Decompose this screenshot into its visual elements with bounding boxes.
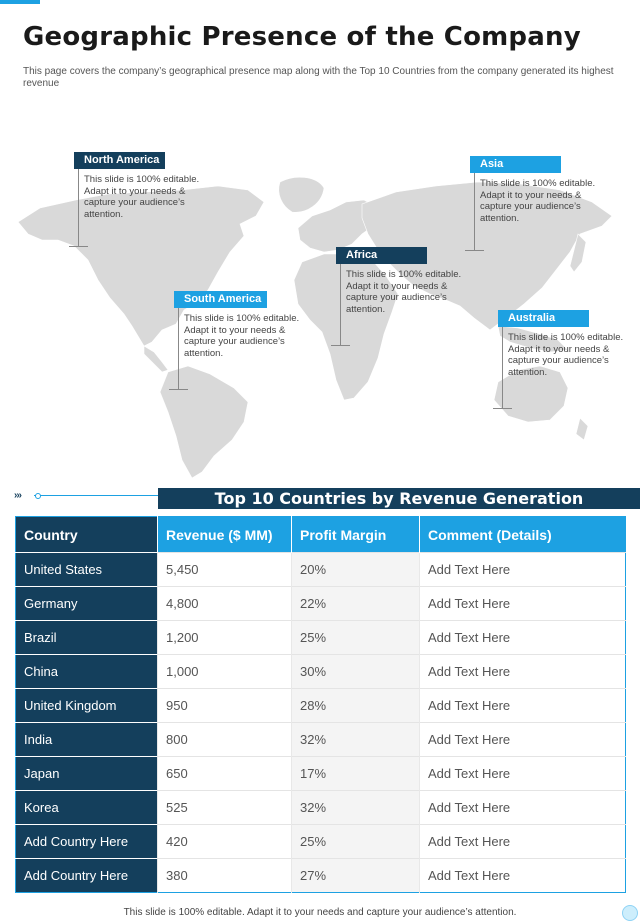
map-new-zealand [575,417,589,441]
region-description: This slide is 100% editable. Adapt it to… [184,313,300,359]
table-row: Add Country Here 420 25% Add Text Here [15,824,626,859]
region-description: This slide is 100% editable. Adapt it to… [84,174,200,220]
cell-comment: Add Text Here [419,654,626,689]
corner-circle-icon [622,905,638,921]
table-row: Germany 4,800 22% Add Text Here [15,586,626,621]
cell-revenue: 4,800 [157,586,292,621]
callout-leader-line [69,169,88,247]
region-description: This slide is 100% editable. Adapt it to… [480,178,596,224]
region-description: This slide is 100% editable. Adapt it to… [508,332,624,378]
cell-profit-margin: 25% [291,620,420,655]
cell-revenue: 525 [157,790,292,825]
cell-profit-margin: 25% [291,824,420,859]
region-description: This slide is 100% editable. Adapt it to… [346,269,462,315]
cell-comment: Add Text Here [419,756,626,791]
cell-country: United Kingdom [15,688,158,723]
header-comment: Comment (Details) [419,516,626,553]
callout-leader-line [493,327,512,409]
cell-revenue: 380 [157,858,292,893]
cell-profit-margin: 30% [291,654,420,689]
cell-profit-margin: 27% [291,858,420,893]
callout-leader-line [465,173,484,251]
cell-revenue: 650 [157,756,292,791]
cell-revenue: 950 [157,688,292,723]
table-row: United States 5,450 20% Add Text Here [15,552,626,587]
region-label-africa: Africa [336,247,427,264]
region-label-south-america: South America [174,291,267,308]
cell-country: Add Country Here [15,858,158,893]
cell-comment: Add Text Here [419,552,626,587]
header-country: Country [15,516,158,553]
cell-country: Japan [15,756,158,791]
table-row: United Kingdom 950 28% Add Text Here [15,688,626,723]
cell-revenue: 1,000 [157,654,292,689]
header-revenue: Revenue ($ MM) [157,516,292,553]
cell-comment: Add Text Here [419,620,626,655]
map-greenland [278,176,325,213]
table-row: Add Country Here 380 27% Add Text Here [15,858,626,893]
page-title: Geographic Presence of the Company [23,22,581,52]
cell-country: Germany [15,586,158,621]
cell-comment: Add Text Here [419,790,626,825]
cell-country: Add Country Here [15,824,158,859]
map-japan [569,233,587,273]
cell-comment: Add Text Here [419,688,626,723]
cell-country: China [15,654,158,689]
cell-comment: Add Text Here [419,824,626,859]
map-australia [493,365,569,423]
map-southeast-asia [497,325,569,353]
callout-leader-line [331,264,350,346]
cell-revenue: 800 [157,722,292,757]
circle-icon [35,493,41,499]
callout-asia: Asia This slide is 100% editable. Adapt … [465,156,610,254]
cell-profit-margin: 20% [291,552,420,587]
cell-profit-margin: 22% [291,586,420,621]
cell-profit-margin: 32% [291,790,420,825]
cell-comment: Add Text Here [419,722,626,757]
table-row: Brazil 1,200 25% Add Text Here [15,620,626,655]
cell-revenue: 5,450 [157,552,292,587]
cell-profit-margin: 32% [291,722,420,757]
table-row: India 800 32% Add Text Here [15,722,626,757]
region-label-asia: Asia [470,156,561,173]
page-subtitle: This page covers the company’s geographi… [23,66,614,89]
table-row: Japan 650 17% Add Text Here [15,756,626,791]
cell-profit-margin: 17% [291,756,420,791]
region-label-north-america: North America [74,152,165,169]
callout-north-america: North America This slide is 100% editabl… [69,152,204,250]
top-accent-bar [0,0,40,4]
callout-africa: Africa This slide is 100% editable. Adap… [331,247,466,349]
callout-australia: Australia This slide is 100% editable. A… [493,310,628,409]
footer-note: This slide is 100% editable. Adapt it to… [123,907,517,918]
header-profit-margin: Profit Margin [291,516,420,553]
callout-leader-line [169,308,188,390]
section-divider [34,495,158,496]
region-label-australia: Australia [498,310,589,327]
callout-south-america: South America This slide is 100% editabl… [169,291,304,390]
map-central-america [143,345,169,373]
section-title: Top 10 Countries by Revenue Generation [158,488,640,509]
cell-profit-margin: 28% [291,688,420,723]
cell-comment: Add Text Here [419,858,626,893]
map-asia [361,181,613,331]
cell-revenue: 420 [157,824,292,859]
cell-revenue: 1,200 [157,620,292,655]
table-row: Korea 525 32% Add Text Here [15,790,626,825]
revenue-table: Country Revenue ($ MM) Profit Margin Com… [15,516,626,893]
chevrons-icon: ››› [14,490,22,501]
cell-country: India [15,722,158,757]
table-header-row: Country Revenue ($ MM) Profit Margin Com… [15,516,626,553]
cell-country: United States [15,552,158,587]
map-south-america [159,365,249,479]
cell-comment: Add Text Here [419,586,626,621]
table-row: China 1,000 30% Add Text Here [15,654,626,689]
cell-country: Korea [15,790,158,825]
cell-country: Brazil [15,620,158,655]
